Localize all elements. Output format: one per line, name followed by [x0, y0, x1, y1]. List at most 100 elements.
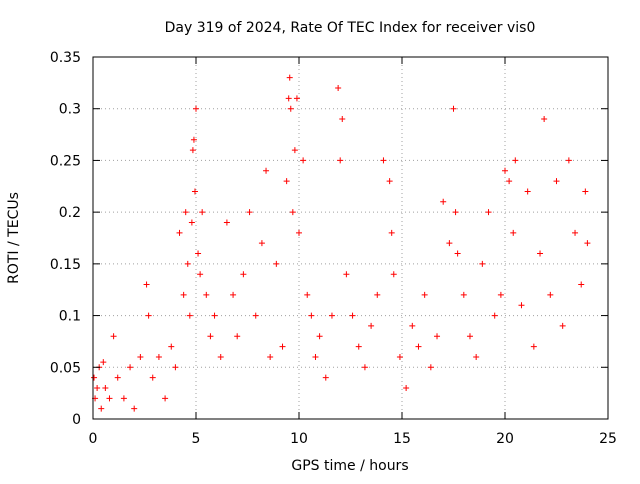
y-tick-label: 0.2: [59, 205, 81, 221]
data-point: [176, 229, 183, 236]
data-point: [388, 229, 395, 236]
data-point: [349, 312, 356, 319]
data-point: [106, 395, 113, 402]
data-point: [289, 209, 296, 216]
data-point: [203, 291, 210, 298]
data-point: [114, 374, 121, 381]
data-point: [328, 312, 335, 319]
data-point: [191, 188, 198, 195]
data-point: [466, 333, 473, 340]
points-layer: [91, 74, 591, 412]
data-point: [355, 343, 362, 350]
data-point: [390, 271, 397, 278]
data-point: [98, 405, 105, 412]
data-point: [518, 302, 525, 309]
data-point: [180, 291, 187, 298]
data-point: [316, 333, 323, 340]
y-tick-label: 0.35: [50, 50, 81, 66]
x-tick-label: 5: [192, 431, 201, 447]
data-point: [502, 167, 508, 174]
data-point: [497, 291, 504, 298]
data-point: [162, 395, 169, 402]
data-point: [440, 198, 447, 205]
data-point: [304, 291, 311, 298]
y-tick-label: 0.15: [50, 257, 81, 273]
data-point: [211, 312, 218, 319]
data-point: [145, 312, 152, 319]
data-point: [506, 178, 513, 185]
data-point: [337, 157, 344, 164]
data-point: [120, 395, 127, 402]
data-point: [188, 219, 195, 226]
data-point: [396, 353, 403, 360]
data-point: [479, 260, 486, 267]
data-point: [541, 116, 548, 123]
data-point: [131, 405, 138, 412]
data-point: [582, 188, 589, 195]
data-point: [230, 291, 237, 298]
data-point: [252, 312, 259, 319]
data-point: [386, 178, 393, 185]
data-point: [110, 333, 117, 340]
data-point: [559, 322, 566, 329]
data-point: [223, 219, 230, 226]
data-point: [285, 95, 292, 102]
data-point: [473, 353, 480, 360]
ticks-layer: 0 0.05 0.1 0.15 0.2 0.25 0.3 0.35 0 5 10 15 20 25: [50, 50, 617, 447]
data-point: [91, 374, 98, 381]
data-point: [572, 229, 579, 236]
data-point: [374, 291, 381, 298]
data-point: [368, 322, 375, 329]
data-point: [149, 374, 156, 381]
data-point: [291, 147, 298, 154]
data-point: [335, 85, 342, 92]
data-point: [184, 260, 191, 267]
data-point: [287, 105, 294, 112]
data-point: [454, 250, 461, 257]
grid-layer: [93, 57, 608, 419]
y-tick-label: 0.05: [50, 360, 81, 376]
data-point: [421, 291, 428, 298]
data-point: [510, 229, 517, 236]
x-tick-label: 10: [290, 431, 308, 447]
data-point: [339, 116, 346, 123]
x-tick-label: 25: [599, 431, 617, 447]
data-point: [491, 312, 498, 319]
y-tick-label: 0.3: [59, 102, 81, 118]
x-axis-label: GPS time / hours: [291, 458, 408, 474]
data-point: [380, 157, 387, 164]
data-point: [279, 343, 286, 350]
data-point: [293, 95, 300, 102]
data-point: [193, 105, 199, 112]
data-point: [434, 333, 441, 340]
x-tick-label: 15: [393, 431, 411, 447]
data-point: [530, 343, 537, 350]
data-point: [207, 333, 214, 340]
data-point: [217, 353, 224, 360]
plot-frame: [92, 56, 609, 420]
y-tick-label: 0.1: [59, 309, 81, 325]
data-point: [296, 229, 302, 236]
data-point: [427, 364, 434, 371]
data-point: [263, 167, 270, 174]
data-point: [195, 250, 202, 257]
data-point: [460, 291, 467, 298]
x-tick-label: 0: [89, 431, 98, 447]
data-point: [94, 384, 101, 391]
data-point: [286, 74, 293, 81]
data-point: [308, 312, 315, 319]
data-point: [199, 209, 206, 216]
data-point: [343, 271, 350, 278]
data-point: [450, 105, 457, 112]
data-point: [172, 364, 179, 371]
data-point: [524, 188, 531, 195]
data-point: [155, 353, 162, 360]
data-point: [322, 374, 329, 381]
data-point: [584, 240, 591, 247]
data-point: [409, 322, 416, 329]
y-tick-label: 0.25: [50, 153, 81, 169]
data-point: [168, 343, 175, 350]
data-point: [186, 312, 193, 319]
data-point: [143, 281, 150, 288]
